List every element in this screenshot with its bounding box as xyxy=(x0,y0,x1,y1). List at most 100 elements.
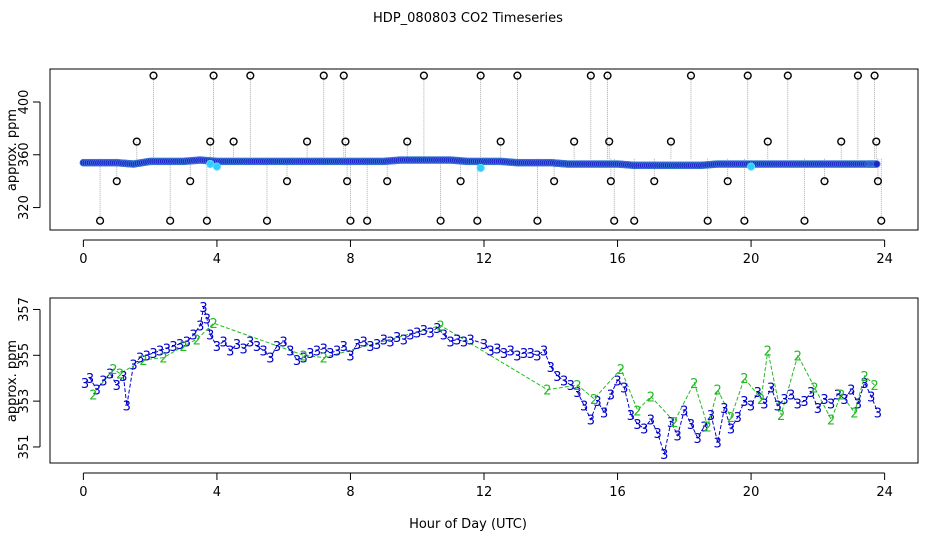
bottom-y-axis: 351 353 355 357 xyxy=(17,297,41,460)
series-2-point: 2 xyxy=(573,379,581,394)
series-3-point: 3 xyxy=(694,432,702,447)
series-3-point: 3 xyxy=(199,301,207,316)
series-3-point: 3 xyxy=(346,349,354,364)
series-3-point: 3 xyxy=(874,407,882,422)
x-tick-label: 20 xyxy=(743,252,760,267)
series-3-point: 3 xyxy=(680,404,688,419)
series-3-point: 3 xyxy=(720,402,728,417)
series-3-point: 3 xyxy=(213,340,221,355)
top-baseline-lines xyxy=(99,75,882,221)
cal-point xyxy=(212,162,222,171)
x-tick-label: 4 xyxy=(213,252,221,267)
y-tick-label: 351 xyxy=(17,435,32,460)
series-3-point: 3 xyxy=(313,345,321,360)
outlier-point xyxy=(837,137,846,146)
series-2-point: 2 xyxy=(320,352,328,367)
series-2-point: 2 xyxy=(810,381,818,396)
series-3-point: 3 xyxy=(747,400,755,415)
outlier-point xyxy=(513,71,522,80)
outlier-point xyxy=(723,177,732,186)
top-panel: 0 4 8 12 16 20 24 320 360 400 approx. ppm xyxy=(5,68,919,267)
series-3-point: 3 xyxy=(573,386,581,401)
series-3-point: 3 xyxy=(567,379,575,394)
outlier-point xyxy=(853,71,863,80)
series-3-point: 3 xyxy=(653,427,661,442)
x-tick-label: 0 xyxy=(79,485,87,500)
series-line-3 xyxy=(84,307,879,456)
y-tick-label: 400 xyxy=(17,90,32,115)
series-2-point: 2 xyxy=(209,317,217,332)
series-3-point: 3 xyxy=(380,333,388,348)
outlier-point xyxy=(740,216,749,225)
series-3-point: 3 xyxy=(136,352,144,367)
series-3-point: 3 xyxy=(129,358,137,373)
outlier-point xyxy=(570,137,579,146)
bottom-y-axis-label: approx. ppm xyxy=(5,340,20,422)
series-3-point: 3 xyxy=(860,377,868,392)
series-3-point: 3 xyxy=(453,333,461,348)
series-3-point: 3 xyxy=(794,397,802,412)
series-3-point: 3 xyxy=(740,395,748,410)
series-3-point: 3 xyxy=(480,338,488,353)
top-plot-frame xyxy=(49,68,919,231)
series-3-point: 3 xyxy=(767,381,775,396)
outlier-point xyxy=(383,177,392,186)
bottom-x-axis: 0 4 8 12 16 20 24 xyxy=(79,472,893,500)
series-2-point: 2 xyxy=(89,388,97,403)
series-2-point: 2 xyxy=(179,340,187,355)
outlier-point xyxy=(606,177,615,186)
outlier-point xyxy=(166,216,175,225)
series-2-point: 2 xyxy=(870,379,878,394)
series-3-point: 3 xyxy=(560,375,568,390)
series-3-point: 3 xyxy=(700,420,708,435)
series-3-point: 3 xyxy=(86,372,94,387)
series-3-point: 3 xyxy=(714,436,722,451)
series-3-point: 3 xyxy=(373,338,381,353)
series-3-point: 3 xyxy=(163,342,171,357)
series-2-point: 2 xyxy=(109,363,117,378)
series-2-point: 2 xyxy=(837,388,845,403)
series-3-point: 3 xyxy=(587,413,595,428)
series-2-point: 2 xyxy=(704,420,712,435)
series-line-2 xyxy=(93,322,875,429)
series-3-point: 3 xyxy=(333,345,341,360)
series-3-point: 3 xyxy=(386,336,394,351)
series-3-point: 3 xyxy=(660,448,668,463)
series-2-point: 2 xyxy=(740,372,748,387)
series-3-point: 3 xyxy=(280,336,288,351)
series-3-point: 3 xyxy=(300,352,308,367)
outlier-point xyxy=(586,71,595,80)
x-tick-label: 20 xyxy=(743,485,760,500)
series-3-point: 3 xyxy=(219,336,227,351)
series-3-point: 3 xyxy=(780,393,788,408)
series-3-point: 3 xyxy=(807,386,815,401)
outlier-point xyxy=(209,71,218,80)
series-3-point: 3 xyxy=(203,313,211,328)
outlier-point xyxy=(873,177,883,186)
bottom-series-lines xyxy=(84,307,879,456)
y-tick-label: 355 xyxy=(17,343,32,368)
series-2-point: 2 xyxy=(794,349,802,364)
series-3-point: 3 xyxy=(169,340,177,355)
series-3-point: 3 xyxy=(239,342,247,357)
outlier-point xyxy=(476,71,485,80)
series-3-point: 3 xyxy=(176,338,184,353)
series-3-point: 3 xyxy=(246,336,254,351)
series-3-point: 3 xyxy=(260,345,268,360)
series-2-point: 2 xyxy=(139,354,147,369)
series-3-point: 3 xyxy=(189,329,197,344)
series-2-point: 2 xyxy=(543,384,551,399)
top-data-marks xyxy=(79,71,886,225)
outlier-point xyxy=(403,137,412,146)
bottom-plot-frame xyxy=(49,297,919,464)
outlier-point xyxy=(763,137,772,146)
outlier-point xyxy=(186,177,195,186)
series-3-point: 3 xyxy=(613,375,621,390)
series-2-point: 2 xyxy=(590,393,598,408)
series-3-point: 3 xyxy=(840,393,848,408)
x-tick-label: 12 xyxy=(476,252,493,267)
y-tick-label: 353 xyxy=(17,389,32,414)
outlier-point xyxy=(149,71,158,80)
series-3-point: 3 xyxy=(320,342,328,357)
